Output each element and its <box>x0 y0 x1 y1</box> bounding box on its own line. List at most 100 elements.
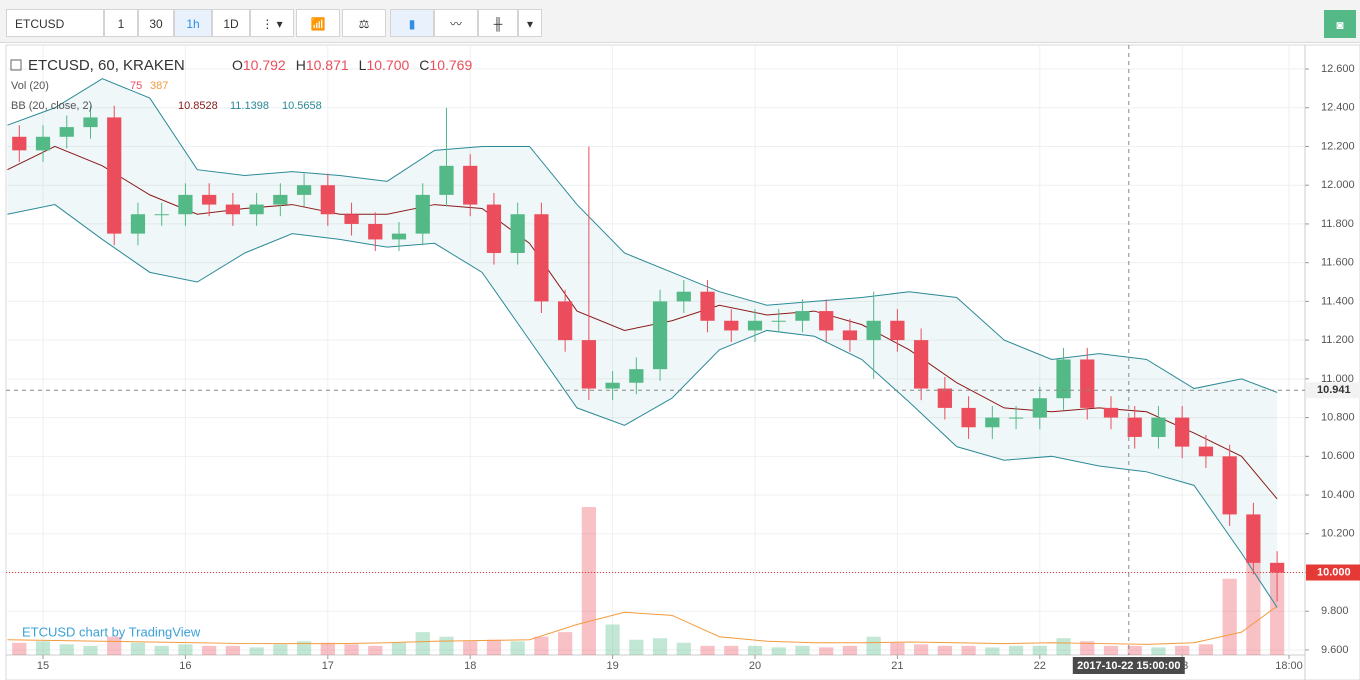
volume-bar <box>1103 645 1119 655</box>
candle-body <box>83 117 98 128</box>
volume-bar <box>1008 645 1024 655</box>
x-tick-label: 18 <box>464 660 476 672</box>
candle-body <box>914 340 929 389</box>
ohlc-value: 10.871 <box>306 57 349 73</box>
volume-bar <box>771 647 786 655</box>
candle-body <box>107 117 122 234</box>
volume-bar <box>1080 641 1095 655</box>
interval-button[interactable]: 30 <box>138 9 174 37</box>
volume-legend-value: 387 <box>150 80 168 92</box>
interval-button[interactable]: 1 <box>104 9 138 37</box>
volume-bar <box>1151 647 1166 655</box>
candle-body <box>1127 417 1142 437</box>
y-tick-label: 11.600 <box>1321 257 1354 269</box>
candle-body <box>890 320 905 341</box>
bars-button[interactable]: ╫ <box>478 9 518 37</box>
chart-frame <box>5 44 1360 680</box>
volume-bar <box>202 645 217 655</box>
crosshair-price-label: 10.941 <box>1317 384 1351 396</box>
volume-bar <box>1127 645 1142 655</box>
y-tick-label: 12.600 <box>1321 63 1355 75</box>
candle-body <box>819 311 834 331</box>
chart-type-menu[interactable]: ▾ <box>518 9 542 37</box>
volume-bar <box>12 642 27 655</box>
y-tick-label: 10.800 <box>1321 411 1355 423</box>
snapshot-button[interactable]: ◙ <box>1324 10 1356 38</box>
legend: ETCUSD, 60, KRAKEN O10.792 H10.871 L10.700… <box>10 57 472 639</box>
volume-bar <box>486 639 502 655</box>
volume-bar <box>59 644 74 655</box>
volume-bar <box>415 632 430 655</box>
candle-body <box>605 382 620 389</box>
candle-body <box>1198 446 1214 457</box>
candle-body <box>1222 456 1237 515</box>
volume-bar <box>890 642 905 655</box>
y-tick-label: 12.000 <box>1321 179 1355 191</box>
interval-button[interactable]: 1h <box>174 9 212 37</box>
volume-bar <box>368 645 383 655</box>
bb-legend-value: 11.1398 <box>230 100 269 112</box>
volume-bar <box>629 639 644 655</box>
ohlc-label: H <box>296 57 306 73</box>
candle-body <box>344 214 359 224</box>
line-button[interactable]: 〰 <box>434 9 478 37</box>
candle-body <box>1151 417 1166 437</box>
candle-body <box>249 204 264 215</box>
candle-body <box>391 233 407 240</box>
volume-bar <box>107 636 122 655</box>
ohlc-label: O <box>232 57 243 73</box>
crosshair-price-tag <box>1306 382 1360 399</box>
candle-body <box>1175 417 1190 447</box>
volume-bar <box>866 636 881 655</box>
volume-bar <box>558 632 573 655</box>
volume-bar <box>1032 645 1047 655</box>
volume-bar <box>1222 578 1237 655</box>
y-tick-label: 9.600 <box>1321 644 1349 656</box>
chart-title: ETCUSD, 60, KRAKEN <box>28 57 185 74</box>
compare-button[interactable]: ⚖ <box>342 9 386 37</box>
volume-bar <box>344 644 359 655</box>
candle-body <box>439 165 454 195</box>
more-intervals[interactable]: ⋮ ▾ <box>250 9 294 37</box>
volume-bar <box>463 641 478 655</box>
volume-bar <box>83 645 98 655</box>
volume-bar <box>747 645 763 655</box>
bb-line <box>7 145 1278 500</box>
x-tick-label: 18:00 <box>1275 660 1303 672</box>
volume-bar <box>700 645 715 655</box>
y-tick-label: 11.000 <box>1321 373 1354 385</box>
candles-button[interactable]: ▮ <box>390 9 434 37</box>
volume-bar <box>985 647 1000 655</box>
candle-body <box>1056 359 1071 399</box>
y-tick-label: 10.600 <box>1321 450 1355 462</box>
candle-body <box>225 204 241 215</box>
interval-button[interactable]: 1D <box>212 9 250 37</box>
bb-legend-value: 10.5658 <box>282 100 322 112</box>
ohlc-value: 10.700 <box>366 57 409 73</box>
x-tick-label: 15 <box>37 660 49 672</box>
x-tick-label: 16 <box>179 660 191 672</box>
volume-bar <box>273 644 288 655</box>
candle-body <box>534 214 549 302</box>
symbol-input[interactable]: ETCUSD <box>6 9 104 37</box>
candle-body <box>961 407 976 428</box>
volume-bar <box>1198 644 1214 655</box>
candle-body <box>724 320 739 331</box>
collapse-icon <box>10 59 22 71</box>
volume-bar <box>225 645 241 655</box>
volume-bar <box>320 642 335 655</box>
candle-body <box>12 136 27 151</box>
volume-bar <box>1269 563 1285 655</box>
candle-body <box>676 291 691 302</box>
indicators-button[interactable]: 📶 <box>296 9 340 37</box>
volume-bar <box>605 624 620 655</box>
candle-body <box>1269 562 1285 573</box>
x-tick-label: 22 <box>1034 660 1046 672</box>
candle-body <box>629 369 644 383</box>
candle-body <box>771 320 786 322</box>
volume-bar <box>249 647 264 655</box>
candle-body <box>510 214 525 253</box>
candle-body <box>59 127 74 137</box>
candle-body <box>985 417 1000 428</box>
